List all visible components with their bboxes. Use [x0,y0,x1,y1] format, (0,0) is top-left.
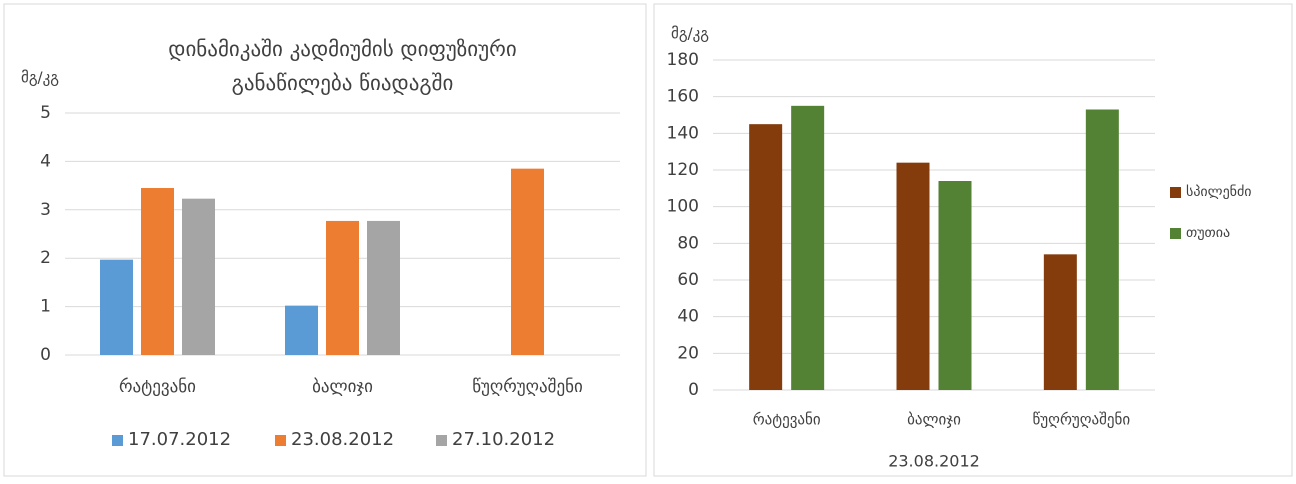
legend-label: სპილენძი [1186,184,1252,200]
bar [1085,109,1119,390]
y-tick-label: 0 [40,345,51,365]
chart-title: დინამიკაში კადმიუმის დიფუზიური [168,37,516,61]
y-tick-label: 160 [667,87,699,107]
y-tick-label: 20 [677,343,699,363]
y-tick-label: 0 [688,380,699,400]
bar [326,220,359,355]
bar [749,124,783,391]
legend-swatch [1170,228,1181,239]
y-tick-label: 180 [667,50,699,70]
x-tick-label: რატევანი [753,411,821,429]
bar [1043,254,1077,390]
y-tick-label: 120 [667,160,699,180]
legend-label: 17.07.2012 [128,429,231,450]
y-tick-label: 80 [677,233,699,253]
bar [896,162,930,390]
bar [367,220,400,355]
y-tick-label: 5 [40,103,51,123]
bar [511,168,544,355]
y-axis-label: მგ/კგ [671,25,709,43]
x-tick-label: წუღრუღაშენი [1033,411,1131,429]
bar [141,188,174,355]
bar [182,198,215,355]
bar [938,181,972,390]
x-tick-label: ბალიჯი [312,377,373,397]
y-tick-label: 1 [40,297,51,317]
legend-swatch [112,435,123,446]
y-tick-label: 4 [40,151,51,171]
y-tick-label: 3 [40,200,51,220]
legend-swatch [1170,187,1181,198]
x-tick-label: ბალიჯი [907,411,961,429]
bar [285,305,318,355]
y-tick-label: 40 [677,307,699,327]
chart-title: განაწილება წიადაგში [232,71,454,95]
x-tick-label: წუღრუღაშენი [472,377,583,397]
y-tick-label: 60 [677,270,699,290]
legend-label: 27.10.2012 [452,429,555,450]
bar [791,105,825,390]
y-tick-label: 2 [40,248,51,268]
y-tick-label: 100 [667,197,699,217]
x-axis-label: 23.08.2012 [888,452,980,471]
y-axis-label: მგ/კგ [21,69,59,87]
legend-swatch [275,435,286,446]
x-tick-label: რატევანი [119,377,196,397]
legend-label: თუთია [1186,225,1230,241]
bar [100,259,133,355]
legend-swatch [436,435,447,446]
y-tick-label: 140 [667,123,699,143]
legend-label: 23.08.2012 [291,429,394,450]
